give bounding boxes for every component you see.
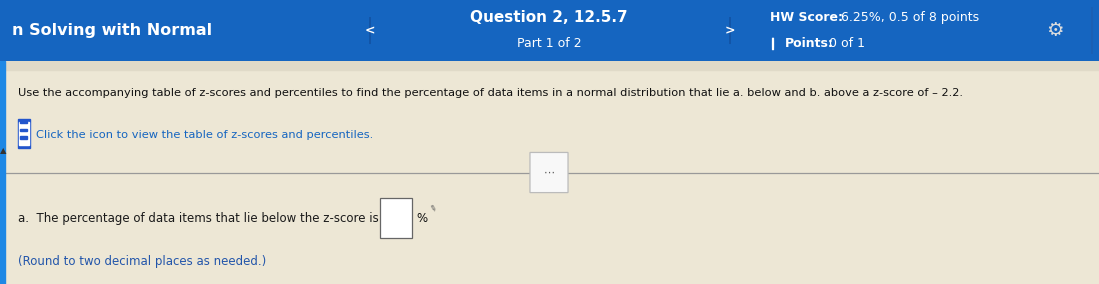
Text: Question 2, 12.5.7: Question 2, 12.5.7 bbox=[470, 10, 628, 25]
Text: Use the accompanying table of z-scores and percentiles to find the percentage of: Use the accompanying table of z-scores a… bbox=[18, 88, 963, 98]
Text: %: % bbox=[417, 212, 428, 225]
Bar bbox=[20, 136, 27, 139]
Text: ✎: ✎ bbox=[428, 204, 437, 215]
Text: ▲: ▲ bbox=[0, 146, 7, 155]
Text: (Round to two decimal places as needed.): (Round to two decimal places as needed.) bbox=[18, 255, 266, 268]
Bar bbox=[20, 121, 27, 124]
Bar bbox=[20, 129, 27, 131]
Text: Part 1 of 2: Part 1 of 2 bbox=[517, 37, 581, 51]
Bar bbox=[18, 119, 30, 148]
Bar bbox=[0, 61, 1099, 70]
Text: ⋯: ⋯ bbox=[543, 168, 555, 178]
Text: 6.25%, 0.5 of 8 points: 6.25%, 0.5 of 8 points bbox=[837, 11, 979, 24]
Text: Click the icon to view the table of z-scores and percentiles.: Click the icon to view the table of z-sc… bbox=[36, 130, 374, 140]
Bar bbox=[0, 61, 5, 284]
Text: a.  The percentage of data items that lie below the z-score is: a. The percentage of data items that lie… bbox=[18, 212, 379, 225]
FancyBboxPatch shape bbox=[530, 153, 568, 193]
Bar bbox=[19, 122, 29, 145]
FancyBboxPatch shape bbox=[380, 198, 412, 238]
Text: 0 of 1: 0 of 1 bbox=[825, 37, 865, 51]
Text: >: > bbox=[724, 24, 735, 37]
Text: n Solving with Normal: n Solving with Normal bbox=[12, 23, 212, 38]
Text: <: < bbox=[365, 24, 375, 37]
Text: ⚙: ⚙ bbox=[1046, 21, 1064, 40]
Text: Points:: Points: bbox=[785, 37, 834, 51]
Text: HW Score:: HW Score: bbox=[770, 11, 843, 24]
